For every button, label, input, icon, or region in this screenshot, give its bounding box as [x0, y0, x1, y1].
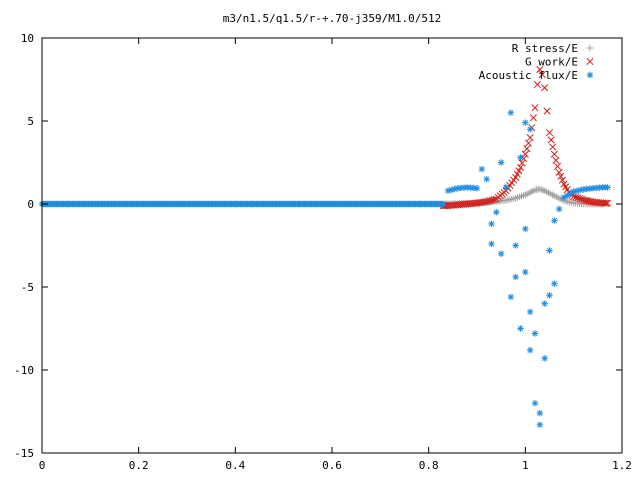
data-point — [526, 134, 534, 142]
legend-marker — [586, 57, 594, 66]
legend-label: R stress/E — [512, 42, 578, 55]
data-point — [473, 185, 481, 192]
data-point — [518, 159, 526, 167]
x-tick-label: 1 — [522, 459, 529, 472]
data-point — [512, 273, 519, 281]
y-tick-label: -5 — [21, 281, 34, 294]
x-tick-label: 0.4 — [225, 459, 245, 472]
data-point — [536, 65, 544, 74]
data-point — [526, 126, 534, 133]
data-point — [516, 163, 525, 172]
data-point — [546, 292, 553, 299]
legend-marker — [586, 44, 594, 52]
data-point — [488, 240, 495, 248]
data-point — [541, 300, 548, 307]
data-point — [522, 225, 529, 233]
data-point — [493, 209, 500, 216]
data-point — [522, 119, 529, 126]
data-point — [557, 172, 565, 180]
data-point — [541, 84, 549, 92]
data-point — [507, 293, 515, 301]
data-point — [533, 80, 541, 89]
data-point — [555, 168, 563, 177]
data-point — [573, 194, 582, 202]
chart-marks — [38, 65, 612, 428]
data-point — [517, 154, 524, 161]
series-1 — [439, 65, 612, 210]
data-point — [536, 409, 544, 417]
data-point — [448, 186, 455, 194]
data-point — [539, 186, 547, 194]
x-tick-label: 0.2 — [129, 459, 149, 472]
data-point — [439, 200, 447, 208]
data-point — [551, 217, 558, 224]
data-point — [538, 186, 545, 193]
data-point — [555, 205, 563, 213]
y-tick-label: -15 — [14, 447, 34, 460]
data-point — [490, 195, 498, 204]
legend-label: Acoustic flux/E — [479, 69, 578, 82]
data-point — [575, 194, 584, 203]
data-point — [543, 107, 551, 115]
data-point — [497, 250, 505, 257]
data-point — [531, 330, 539, 337]
data-point — [546, 247, 553, 254]
data-point — [554, 162, 562, 170]
data-point — [600, 199, 608, 207]
data-point — [521, 150, 529, 158]
data-point — [551, 280, 558, 287]
data-point — [444, 187, 452, 194]
data-point — [497, 159, 505, 166]
data-point — [502, 184, 510, 191]
data-point — [558, 176, 566, 184]
data-point — [572, 193, 580, 201]
data-point — [525, 139, 533, 147]
data-point — [478, 165, 486, 173]
y-tick-label: -10 — [14, 364, 34, 377]
data-point — [522, 268, 529, 276]
data-point — [552, 156, 560, 164]
data-point — [526, 308, 534, 316]
plot-frame — [41, 37, 623, 454]
data-point — [512, 242, 519, 249]
data-point — [517, 325, 524, 332]
series-2 — [38, 109, 611, 428]
x-tick-label: 0.8 — [419, 459, 439, 472]
x-tick-label: 0.6 — [322, 459, 342, 472]
data-point — [488, 220, 495, 228]
x-tick-label: 1.2 — [612, 459, 632, 472]
data-point — [545, 129, 554, 137]
data-point — [507, 109, 515, 116]
y-tick-label: 10 — [21, 32, 34, 45]
data-point — [541, 355, 548, 362]
data-point — [536, 421, 544, 428]
data-point — [523, 145, 531, 153]
y-tick-label: 5 — [27, 115, 34, 128]
chart-axes: 0 0.2 0.4 0.6 0.8 1 1.2 10 5 0 -5 -10 -15 — [14, 32, 632, 472]
data-point — [526, 346, 534, 354]
chart-title: m3/n1.5/q1.5/r-+.70-j359/M1.0/512 — [223, 12, 442, 25]
data-point — [529, 114, 537, 122]
legend-marker — [586, 71, 594, 79]
data-point — [549, 143, 557, 151]
data-point — [536, 185, 544, 193]
x-tick-label: 0 — [39, 459, 46, 472]
data-point — [483, 175, 490, 183]
data-point — [547, 136, 555, 144]
legend-label: G work/E — [525, 56, 578, 69]
data-point — [603, 199, 612, 207]
data-point — [531, 104, 539, 112]
y-tick-label: 0 — [27, 198, 34, 211]
data-point — [538, 70, 546, 79]
data-point — [531, 400, 539, 407]
data-point — [604, 184, 611, 191]
data-point — [550, 150, 558, 158]
data-point — [602, 199, 610, 207]
